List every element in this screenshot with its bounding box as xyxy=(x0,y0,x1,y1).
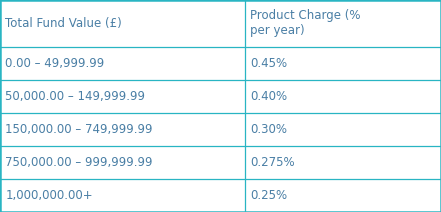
Text: 0.275%: 0.275% xyxy=(250,156,295,169)
Text: 0.45%: 0.45% xyxy=(250,57,287,70)
Text: 750,000.00 – 999,999.99: 750,000.00 – 999,999.99 xyxy=(5,156,153,169)
Text: 0.30%: 0.30% xyxy=(250,123,287,136)
Text: Product Charge (%
per year): Product Charge (% per year) xyxy=(250,9,361,37)
Text: 50,000.00 – 149,999.99: 50,000.00 – 149,999.99 xyxy=(5,90,145,103)
Text: 1,000,000.00+: 1,000,000.00+ xyxy=(5,189,93,202)
Text: 0.40%: 0.40% xyxy=(250,90,287,103)
Text: 0.00 – 49,999.99: 0.00 – 49,999.99 xyxy=(5,57,105,70)
Text: 150,000.00 – 749,999.99: 150,000.00 – 749,999.99 xyxy=(5,123,153,136)
Text: 0.25%: 0.25% xyxy=(250,189,287,202)
Text: Total Fund Value (£): Total Fund Value (£) xyxy=(5,17,122,30)
